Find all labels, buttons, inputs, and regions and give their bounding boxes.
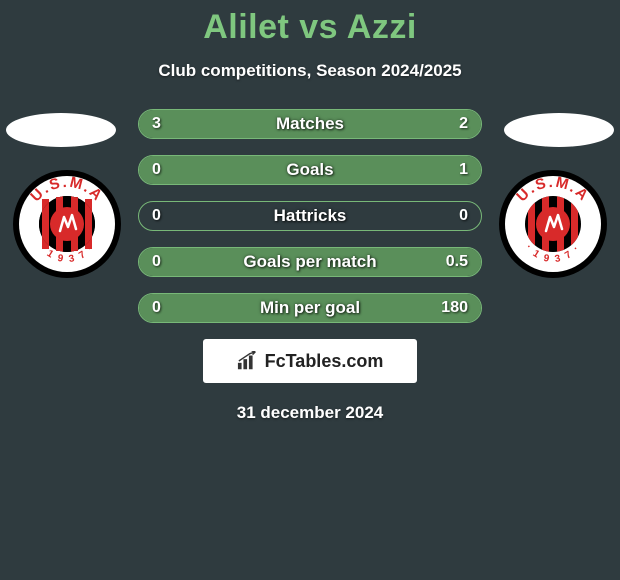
stat-label: Min per goal bbox=[138, 293, 482, 323]
stat-label: Goals bbox=[138, 155, 482, 185]
page-title: Alilet vs Azzi bbox=[0, 0, 620, 47]
stat-left-value: 3 bbox=[152, 109, 161, 139]
stat-row: Min per goal0 180 bbox=[138, 293, 482, 323]
right-accent-ellipse bbox=[504, 113, 614, 147]
stat-right-value: 1 bbox=[459, 155, 468, 185]
subtitle: Club competitions, Season 2024/2025 bbox=[0, 61, 620, 81]
stat-row: Matches3 2 bbox=[138, 109, 482, 139]
club-logo-icon: U.S.M.A · 1 9 3 7 · bbox=[12, 169, 122, 279]
date-text: 31 december 2024 bbox=[0, 403, 620, 423]
stat-right-value: 0 bbox=[459, 201, 468, 231]
stat-right-value: 0.5 bbox=[446, 247, 468, 277]
body-row: U.S.M.A · 1 9 3 7 · bbox=[0, 109, 620, 423]
stat-label: Goals per match bbox=[138, 247, 482, 277]
stat-right-value: 2 bbox=[459, 109, 468, 139]
stat-row: Goals0 1 bbox=[138, 155, 482, 185]
stat-right-value: 180 bbox=[441, 293, 468, 323]
stat-label: Matches bbox=[138, 109, 482, 139]
chart-icon bbox=[237, 351, 259, 371]
stat-left-value: 0 bbox=[152, 155, 161, 185]
brand-badge[interactable]: FcTables.com bbox=[203, 339, 417, 383]
stat-row: Hattricks0 0 bbox=[138, 201, 482, 231]
club-logo-icon: U.S.M.A · 1 9 3 7 · bbox=[498, 169, 608, 279]
right-club-logo: U.S.M.A · 1 9 3 7 · bbox=[498, 169, 608, 279]
stat-label: Hattricks bbox=[138, 201, 482, 231]
stat-row: Goals per match0 0.5 bbox=[138, 247, 482, 277]
left-accent-ellipse bbox=[6, 113, 116, 147]
stat-left-value: 0 bbox=[152, 201, 161, 231]
comparison-card: Alilet vs Azzi Club competitions, Season… bbox=[0, 0, 620, 580]
stats-list: Matches32Goals01Hattricks00Goals per mat… bbox=[138, 109, 482, 323]
brand-text: FcTables.com bbox=[265, 351, 384, 372]
left-club-logo: U.S.M.A · 1 9 3 7 · bbox=[12, 169, 122, 279]
stat-left-value: 0 bbox=[152, 293, 161, 323]
stat-left-value: 0 bbox=[152, 247, 161, 277]
